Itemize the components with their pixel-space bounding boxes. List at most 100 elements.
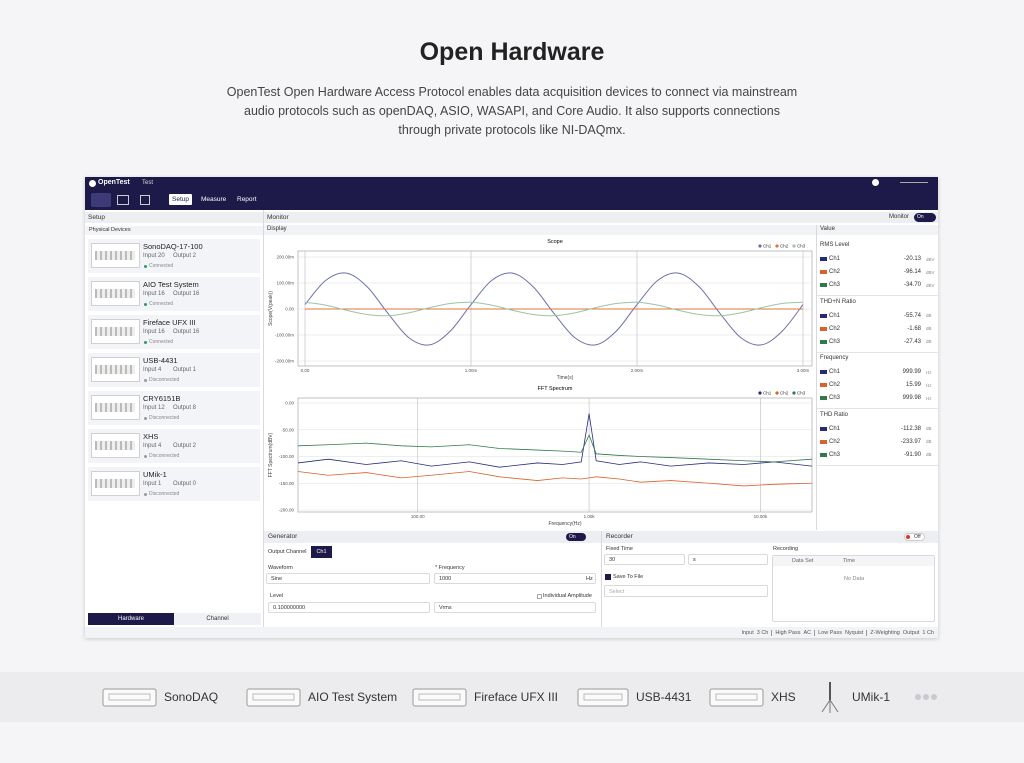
status-separator [866,629,868,636]
value-number: -27.43 [903,338,921,345]
value-unit: dB [926,339,932,344]
device-name: SonoDAQ-17-100 [143,242,203,251]
label: Fixed Time [606,546,633,552]
status-item: Nyquist [844,629,864,636]
value-group-title: THD Ratio [820,411,849,418]
device-output: Output 16 [173,329,200,335]
tab-measure[interactable]: Measure [201,196,227,203]
input-value: 30 [609,557,616,563]
value-unit: dB [926,326,932,331]
device-output: Output 16 [173,291,200,297]
tab-channel[interactable]: Channel [174,613,261,625]
device-output: Output 1 [173,367,197,373]
value-unit: Hz [926,369,932,375]
status-dot [144,417,147,420]
device-image-detail [95,479,135,488]
toolbar-icon[interactable] [117,195,129,205]
label: Waveform [268,565,293,571]
project-name[interactable]: Test [142,180,154,186]
section-title: Physical Devices [89,227,131,233]
select-value: Sine [271,576,283,582]
table-header [773,556,934,566]
display-header [264,225,816,235]
status-separator [771,629,773,636]
device-status: Connected [149,263,174,269]
recorder-title: Recorder [606,533,633,540]
channel-swatch [820,439,827,444]
device-input: Input 1 [143,481,162,487]
device-name: UMik-1 [143,470,167,479]
waveform-select[interactable]: Sine [266,573,430,584]
label: Individual Amplitude [543,593,592,599]
tab-hardware[interactable]: Hardware [88,613,174,625]
device-input: Input 4 [143,443,162,449]
value-unit: Hz [926,395,932,401]
select-value: Vrms [439,605,452,611]
value-number: -112.38 [901,425,921,432]
device-status: Disconnected [149,491,180,497]
status-dot [144,303,147,306]
user-avatar[interactable] [872,179,879,186]
status-item: AC [803,629,812,636]
select-value: s [693,557,696,563]
channel-swatch [820,326,827,331]
frequency-input[interactable]: 1000 Hz [434,573,596,584]
divider [817,295,938,296]
device-status: Disconnected [149,377,180,383]
recorder-header [602,531,938,543]
label: * Frequency [435,565,465,571]
toolbar-icon[interactable] [91,193,111,207]
display-title: Display [267,226,287,232]
checkbox[interactable] [605,574,611,580]
file-select[interactable]: Select [604,585,768,597]
placeholder: Select [609,589,625,595]
device-status: Disconnected [149,415,180,421]
device-image-detail [95,327,135,336]
value-unit: dBV [926,282,935,288]
device-name: USB-4431 [143,356,178,365]
status-dot [144,341,147,344]
checkbox[interactable] [537,594,542,599]
page-title: Open Hardware [419,38,605,66]
footer-strip [0,672,1024,722]
value-number: -96.14 [903,269,921,275]
label: Level [270,593,284,599]
recorder-toggle[interactable]: Off [904,533,925,541]
channel-name: Ch3 [829,338,841,345]
value-number: 999.98 [902,395,921,401]
channel-button[interactable]: Ch1 [311,546,332,558]
device-status: Connected [149,301,174,307]
channel-name: Ch3 [829,395,841,401]
tab-setup[interactable]: Setup [169,194,192,205]
brand: OpenTest [98,179,130,186]
toolbar-icon[interactable] [140,195,150,205]
channel-swatch [820,257,827,261]
value-group-title: RMS Level [820,242,850,248]
level-unit-select[interactable]: Vrms [434,602,596,613]
divider [263,210,264,627]
tab-report[interactable]: Report [237,196,257,203]
status-item: Z-Weighting [870,629,900,636]
window-controls[interactable] [900,182,928,183]
value-number: 15.99 [905,382,921,388]
column-header: Time [843,558,856,564]
value-number: -1.68 [907,325,921,332]
value-number: -55.74 [903,312,921,319]
level-input[interactable]: 0.100000000 [268,602,430,613]
channel-swatch [820,452,827,457]
generator-toggle[interactable]: On [566,533,586,541]
device-output: Output 2 [173,443,197,449]
value-unit: dB [926,452,932,457]
time-input[interactable]: 30 [604,554,685,565]
channel-swatch [820,283,827,287]
time-unit-select[interactable]: s [688,554,768,565]
value-number: -20.13 [903,256,921,262]
divider [816,225,817,530]
status-dot [144,265,147,268]
channel-name: Ch3 [829,282,841,288]
status-item: High Pass [775,629,801,636]
section-header [85,226,263,235]
monitor-toggle[interactable]: On [914,213,936,222]
monitor-title: Monitor [267,214,289,221]
